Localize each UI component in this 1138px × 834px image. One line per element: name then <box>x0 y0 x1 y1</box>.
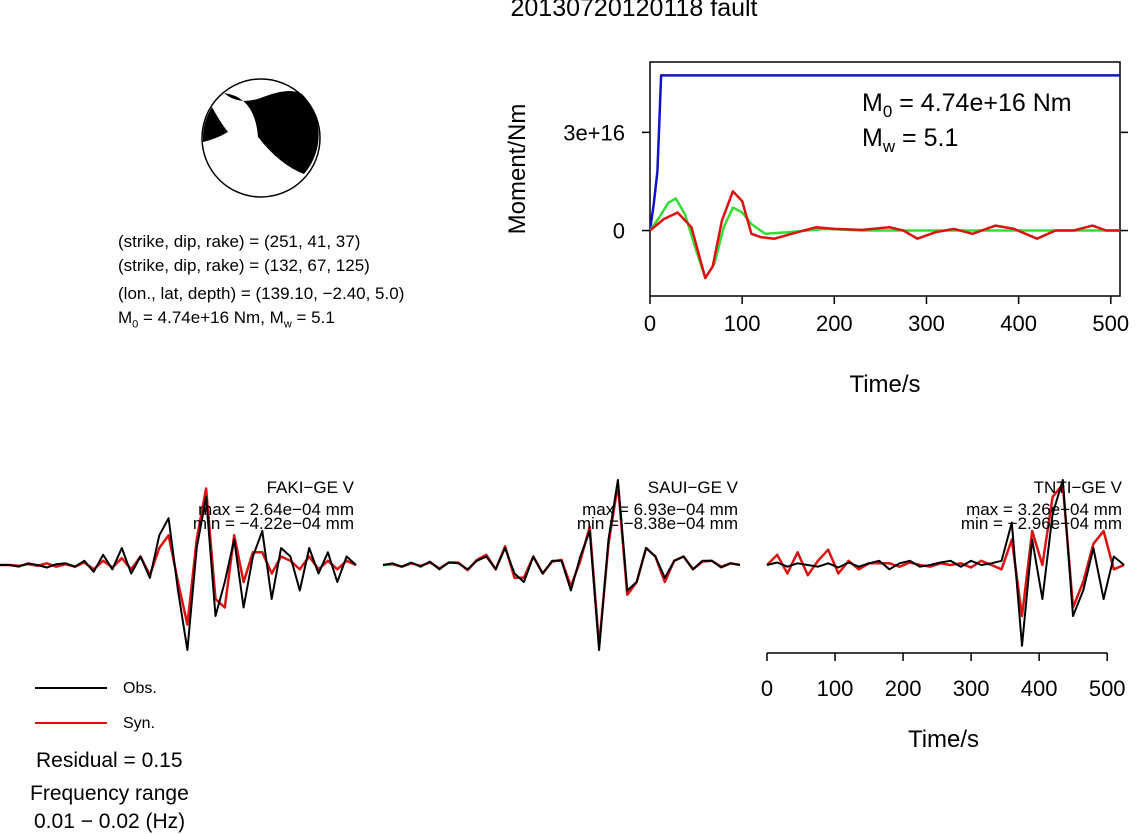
moment-y-tick-label: 3e+16 <box>563 120 625 145</box>
min-amplitude-label: min = −2.96e−04 mm <box>961 514 1122 533</box>
legend-lines <box>35 687 107 724</box>
time-axis-label: Time/s <box>908 726 979 753</box>
moment-series-syn <box>649 190 1120 280</box>
max-amplitude-label: max = 2.64e−04 mm <box>198 500 354 519</box>
moment-x-tick-label: 200 <box>816 311 853 336</box>
max-amplitude-label: max = 3.26e−04 mm <box>966 500 1122 519</box>
waveform-obs <box>766 479 1125 647</box>
time-axis-tick-label: 500 <box>1089 676 1126 701</box>
moment-series-stf <box>648 197 1120 280</box>
legend-obs-label: Obs. <box>123 680 157 697</box>
moment-x-tick-label: 500 <box>1092 311 1129 336</box>
moment-plot-frame <box>649 61 1121 297</box>
moment-x-axis-label: Time/s <box>849 371 920 398</box>
time-axis-tick-label: 100 <box>817 676 854 701</box>
min-amplitude-label: min = −4.22e−04 mm <box>193 514 354 533</box>
waveform-syn <box>0 487 357 626</box>
time-axis-tick-label: 400 <box>1021 676 1058 701</box>
time-axis-tick-label: 300 <box>953 676 990 701</box>
info-block: (strike, dip, rake) = (251, 41, 37) (str… <box>118 230 404 336</box>
moment-mw-annotation: Mw = 5.1 <box>862 124 958 156</box>
moment-y-axis-label: Moment/Nm <box>504 104 531 235</box>
time-axis-tick-label: 0 <box>761 676 773 701</box>
moment-x-tick-label: 300 <box>908 311 945 336</box>
figure-title: 20130720120118 fault <box>510 0 758 22</box>
moment-series-moment <box>648 74 1120 231</box>
moment-m0-annotation: M0 = 4.74e+16 Nm <box>862 89 1072 121</box>
moment-x-tick-label: 0 <box>644 311 656 336</box>
residual-label: Residual = 0.15 <box>36 749 183 772</box>
waveform-obs <box>0 496 357 651</box>
info-strike-2: (strike, dip, rake) = (132, 67, 125) <box>118 256 370 275</box>
beachball-icon <box>201 78 321 198</box>
max-amplitude-label: max = 6.93e−04 mm <box>582 500 738 519</box>
time-axis-tick-label: 200 <box>885 676 922 701</box>
moment-x-tick-label: 100 <box>724 311 761 336</box>
waveform-obs <box>382 479 741 651</box>
info-strike-1: (strike, dip, rake) = (251, 41, 37) <box>118 232 361 251</box>
moment-x-tick-label: 400 <box>1000 311 1037 336</box>
info-location: (lon., lat, depth) = (139.10, −2.40, 5.0… <box>118 284 405 303</box>
station-label: SAUI−GE V <box>648 478 739 497</box>
station-label: FAKI−GE V <box>267 478 355 497</box>
legend-syn-label: Syn. <box>123 715 156 732</box>
frequency-range-value: 0.01 − 0.02 (Hz) <box>34 810 186 833</box>
frequency-range-title: Frequency range <box>30 782 189 805</box>
station-label: TNTI−GE V <box>1034 478 1123 497</box>
moment-y-tick-label: 0 <box>613 219 625 244</box>
info-moment: M0 = 4.74e+16 Nm, Mw = 5.1 <box>118 308 335 331</box>
min-amplitude-label: min = −8.38e−04 mm <box>577 514 738 533</box>
